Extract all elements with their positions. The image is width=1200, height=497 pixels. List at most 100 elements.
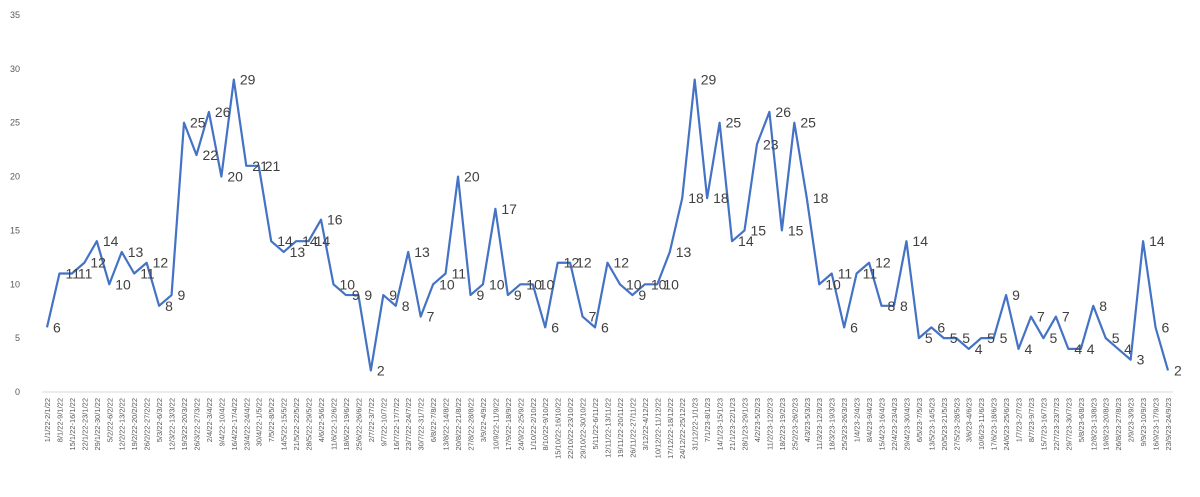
data-label: 7 <box>589 309 597 325</box>
data-label: 14 <box>103 233 119 249</box>
data-label: 6 <box>53 319 61 335</box>
x-tick-label: 24/9/22-25/9/22 <box>516 398 525 451</box>
x-tick-label: 4/2/23-5/2/23 <box>753 398 762 442</box>
x-tick-label: 26/8/23-27/8/23 <box>1114 398 1123 451</box>
data-label: 18 <box>813 190 829 206</box>
data-label: 6 <box>601 319 609 335</box>
data-label: 7 <box>427 309 435 325</box>
x-tick-label: 29/1/22-30/1/22 <box>93 398 102 451</box>
x-tick-label: 25/2/23-26/2/23 <box>790 398 799 451</box>
x-tick-label: 23/9/23-24/9/23 <box>1164 398 1173 451</box>
data-label: 8 <box>402 298 410 314</box>
data-label: 10 <box>489 276 505 292</box>
data-label: 12 <box>90 255 106 271</box>
x-tick-label: 10/9/22-11/9/22 <box>491 398 500 450</box>
data-label: 29 <box>240 72 256 88</box>
x-tick-label: 26/11/22-27/11/22 <box>628 398 637 458</box>
data-label: 8 <box>165 298 173 314</box>
x-tick-label: 16/9/23-17/9/23 <box>1152 398 1161 451</box>
y-tick-label: 15 <box>10 225 20 235</box>
data-label: 8 <box>1099 298 1107 314</box>
x-tick-label: 15/10/22-16/10/22 <box>554 398 563 459</box>
data-label: 9 <box>514 287 522 303</box>
data-label: 13 <box>128 244 144 260</box>
x-tick-label: 13/8/22-14/8/22 <box>442 398 451 451</box>
data-label: 26 <box>215 104 231 120</box>
x-tick-label: 18/6/22-19/6/22 <box>342 398 351 451</box>
x-tick-label: 14/1/23-15/1/23 <box>716 398 725 451</box>
x-tick-label: 28/5/22-29/5/22 <box>305 398 314 451</box>
x-tick-label: 20/8/22-21/8/22 <box>454 398 463 451</box>
x-tick-label: 9/7/22-10/7/22 <box>379 398 388 446</box>
data-label: 11 <box>65 266 80 282</box>
data-label: 6 <box>1162 319 1170 335</box>
x-tick-label: 19/11/22-20/11/22 <box>616 398 625 458</box>
data-label: 23 <box>763 136 779 152</box>
x-tick-label: 16/4/22-17/4/22 <box>230 398 239 451</box>
x-tick-label: 4/6/22-5/6/22 <box>317 398 326 442</box>
data-label: 14 <box>1149 233 1165 249</box>
x-tick-label: 18/2/23-19/2/23 <box>778 398 787 451</box>
data-label: 20 <box>464 169 480 185</box>
data-label: 9 <box>178 287 186 303</box>
x-tick-label: 27/8/22-28/8/22 <box>466 398 475 451</box>
data-label: 5 <box>962 330 970 346</box>
x-tick-label: 2/9/23-3/9/23 <box>1127 398 1136 442</box>
data-label: 9 <box>364 287 372 303</box>
x-tick-label: 18/3/23-19/3/23 <box>828 398 837 451</box>
data-label: 10 <box>626 276 642 292</box>
data-label: 18 <box>713 190 729 206</box>
data-label: 10 <box>663 276 679 292</box>
data-label: 14 <box>277 233 293 249</box>
data-label: 3 <box>1137 352 1145 368</box>
data-label: 21 <box>252 158 268 174</box>
x-tick-label: 11/3/23-12/3/23 <box>815 398 824 450</box>
data-label: 5 <box>1112 330 1120 346</box>
x-tick-label: 17/9/22-18/9/22 <box>504 398 513 451</box>
x-tick-label: 11/2/23-12/2/23 <box>765 398 774 450</box>
data-label: 11 <box>452 266 467 282</box>
y-tick-label: 0 <box>15 387 20 397</box>
data-label: 10 <box>115 276 131 292</box>
data-label: 2 <box>377 362 385 378</box>
x-tick-label: 9/4/22-10/4/22 <box>217 398 226 446</box>
data-label: 17 <box>501 201 517 217</box>
data-label: 14 <box>315 233 331 249</box>
x-tick-label: 20/5/23-21/5/23 <box>940 398 949 451</box>
x-tick-label: 19/3/22-20/3/22 <box>180 398 189 451</box>
data-label: 4 <box>1074 341 1082 357</box>
data-label: 4 <box>975 341 983 357</box>
data-label: 5 <box>950 330 958 346</box>
x-tick-label: 10/6/23-11/6/23 <box>977 398 986 450</box>
data-label: 15 <box>788 222 804 238</box>
data-label: 5 <box>1000 330 1008 346</box>
x-tick-label: 23/4/22-24/4/22 <box>242 398 251 451</box>
x-tick-label: 12/11/22-13/11/22 <box>604 398 613 458</box>
data-label: 14 <box>912 233 928 249</box>
x-tick-label: 29/10/22-30/10/22 <box>579 398 588 459</box>
x-tick-label: 22/7/23-23/7/23 <box>1052 398 1061 451</box>
x-tick-label: 30/4/22-1/5/22 <box>255 398 264 446</box>
x-tick-label: 4/3/23-5/3/23 <box>803 398 812 442</box>
data-label: 9 <box>389 287 397 303</box>
data-label: 10 <box>526 276 542 292</box>
x-tick-label: 5/8/23-6/8/23 <box>1077 398 1086 442</box>
data-label: 8 <box>900 298 908 314</box>
data-label: 5 <box>987 330 995 346</box>
x-tick-label: 12/3/22-13/3/22 <box>168 398 177 451</box>
x-tick-label: 28/1/23-29/1/23 <box>741 398 750 451</box>
data-label: 6 <box>937 319 945 335</box>
x-tick-label: 29/4/23-30/4/23 <box>902 398 911 451</box>
data-label: 9 <box>476 287 484 303</box>
data-labels: 6111112141013111289252226202921211413141… <box>53 72 1182 379</box>
x-tick-label: 1/10/22-2/10/22 <box>529 398 538 451</box>
x-tick-label: 7/5/22-8/5/22 <box>267 398 276 442</box>
data-label: 7 <box>1062 309 1070 325</box>
x-tick-label: 12/2/22-13/2/22 <box>118 398 127 451</box>
x-tick-label: 8/4/23-9/4/23 <box>865 398 874 442</box>
x-tick-label: 16/7/22-17/7/22 <box>392 398 401 451</box>
data-label: 4 <box>1087 341 1095 357</box>
data-label: 11 <box>140 266 155 282</box>
data-label: 12 <box>153 255 169 271</box>
x-tick-label: 2/4/22-3/4/22 <box>205 398 214 442</box>
